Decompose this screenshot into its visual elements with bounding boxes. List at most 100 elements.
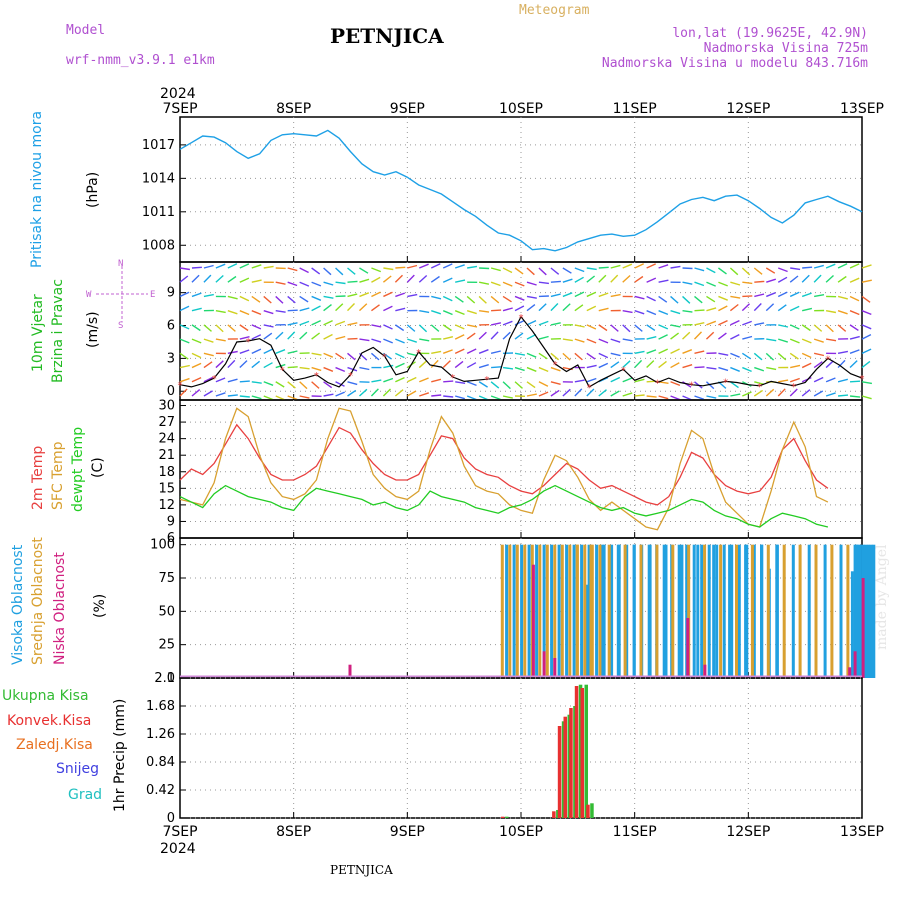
- wind-vector: [371, 267, 382, 273]
- wind-vector: [251, 360, 261, 369]
- wind-vector: [598, 324, 608, 332]
- wind-vector: [646, 349, 657, 354]
- cloud-bar: [348, 664, 352, 678]
- date-tick-label: 12SEP: [726, 824, 770, 840]
- cloud-bar: [587, 544, 591, 678]
- wind-vector: [586, 267, 597, 271]
- cloud-panel: 0 25 50 75 100: [150, 537, 876, 686]
- wind-vector: [526, 267, 535, 276]
- date-tick-label: 13SEP: [840, 824, 884, 840]
- wind-vector: [311, 366, 322, 372]
- precip-unit: 1hr Precip (mm): [112, 699, 128, 812]
- cloud-bar: [861, 578, 865, 678]
- cloud-bar: [850, 571, 854, 678]
- wind-vector: [682, 281, 693, 285]
- wind-vector: [502, 381, 511, 390]
- compass-north: N: [118, 259, 123, 269]
- wind-vector: [574, 267, 585, 273]
- cloud-bar: [692, 544, 696, 678]
- wind-vector: [275, 381, 285, 388]
- pressure-panel: 1008 1011 1014 1017: [142, 116, 863, 263]
- wind-vector: [718, 267, 727, 275]
- wind-vector: [801, 274, 810, 283]
- wind-vector: [574, 388, 583, 397]
- wind-vector: [562, 388, 571, 397]
- wind-vector: [574, 379, 585, 383]
- cloud-bar: [686, 618, 690, 678]
- cloud-bar: [735, 544, 738, 678]
- wind-vector: [454, 295, 464, 303]
- wind-vector: [502, 320, 513, 326]
- wind-vector: [215, 309, 226, 314]
- wind-vector: [335, 267, 344, 276]
- year-top: 2024: [160, 86, 196, 102]
- wind-vector: [658, 334, 668, 340]
- wind-vector: [179, 267, 191, 271]
- wind-vector: [837, 263, 848, 269]
- wind-vector: [239, 360, 248, 369]
- wind-vector: [670, 362, 680, 369]
- wind-vector: [502, 395, 513, 399]
- wind-vector: [383, 352, 393, 360]
- wind-vector: [550, 280, 561, 283]
- cloud-bar: [700, 544, 704, 678]
- product-title: Meteogram: [519, 3, 590, 18]
- wind-vector: [430, 275, 440, 283]
- wind-vector: [227, 394, 238, 397]
- cloud-ytick-label: 50: [158, 604, 175, 619]
- wind-vector: [777, 352, 787, 361]
- wind-vector: [287, 366, 298, 369]
- wind-vector: [586, 352, 596, 360]
- cloud-bar: [632, 544, 636, 678]
- cloud-ytick-label: 0: [167, 671, 175, 686]
- wind-vector: [706, 281, 716, 287]
- wind-vector: [407, 264, 418, 269]
- wind-vector: [861, 264, 872, 269]
- wind-vector: [275, 349, 286, 354]
- wind-vector: [395, 362, 405, 369]
- wind-vector: [287, 331, 296, 340]
- wind-vector: [179, 305, 190, 312]
- wind-vector: [203, 274, 212, 283]
- wind-vector: [311, 352, 322, 356]
- wind-vector: [646, 360, 655, 369]
- wind-vector: [670, 295, 679, 304]
- wind-vector: [263, 395, 274, 401]
- wind-vector: [275, 295, 284, 304]
- precip-ytick-label: 0: [167, 811, 175, 826]
- wind-vector: [191, 307, 202, 312]
- wind-vector: [239, 349, 250, 354]
- wind-vector: [849, 263, 860, 269]
- cloud-bar: [814, 544, 818, 678]
- wind-vector: [371, 324, 382, 328]
- wind-vector: [634, 378, 645, 383]
- cloud-bar: [848, 667, 852, 678]
- wind-vector: [861, 381, 873, 385]
- cloud-bar: [575, 544, 579, 678]
- wind-gust-marker: *: [825, 354, 831, 365]
- wind-vector: [849, 380, 861, 383]
- wind-vector: [825, 360, 834, 369]
- wind-vector: [742, 335, 753, 340]
- pressure-labels: Pritisak na nivou mora (hPa): [29, 111, 101, 268]
- wind-vector: [491, 366, 502, 369]
- pressure-ytick-label: 1014: [142, 171, 175, 186]
- cloud-bar: [590, 544, 594, 678]
- temp-ytick-label: 21: [158, 448, 175, 463]
- cloud-bar: [655, 544, 659, 678]
- pressure-ytick-label: 1011: [142, 205, 175, 220]
- wind-vector: [299, 381, 308, 390]
- wind-panel: 0 3 6 9 * * * * * * * * * * * * * * * * * * * * *: [167, 261, 873, 401]
- cloud-bar: [557, 544, 561, 678]
- wind-vector: [646, 263, 656, 269]
- precip-bar: [586, 804, 590, 818]
- precip-ytick-label: 0.42: [146, 783, 175, 798]
- wind-vector: [682, 267, 693, 270]
- wind-vector: [454, 310, 465, 316]
- temp2m-label: 2m Temp: [30, 446, 46, 510]
- wind-vector: [837, 350, 849, 355]
- wind-vector: [550, 303, 559, 312]
- wind-gust-marker: *: [450, 373, 456, 384]
- year-bottom: 2024: [160, 841, 196, 857]
- wind-vector: [765, 352, 775, 361]
